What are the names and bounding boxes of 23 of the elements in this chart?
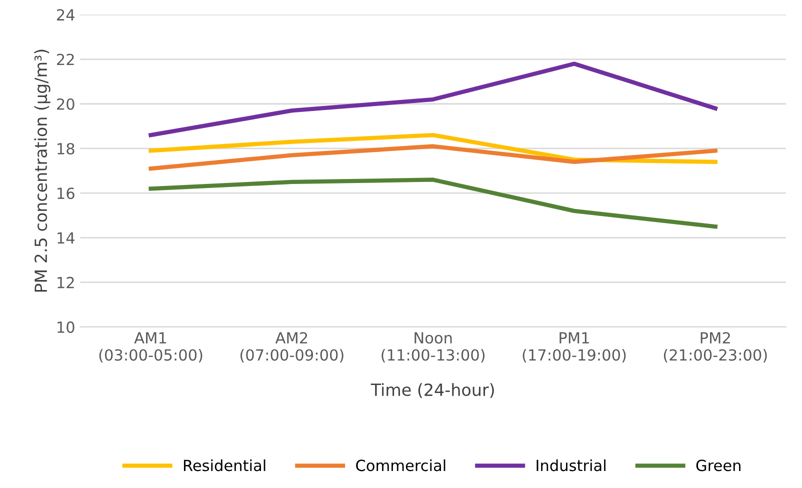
y-tick-label: 10 <box>58 321 74 333</box>
x-tick-label: AM2 (07:00-09:00) <box>240 332 344 363</box>
line-series <box>148 144 718 171</box>
x-tick-label: PM2 (21:00-23:00) <box>664 332 767 363</box>
line-series <box>148 178 718 229</box>
y-tick-label: 20 <box>57 98 74 110</box>
y-tick-label: 14 <box>58 232 74 244</box>
y-tick-label: 24 <box>57 9 74 20</box>
legend-label: Residential <box>184 459 266 472</box>
y-axis-title: PM 2.5 concentration (μg/m³) <box>34 50 50 292</box>
x-tick-label: AM1 (03:00-05:00) <box>99 332 202 363</box>
y-tick-label: 12 <box>58 276 74 288</box>
legend-label: Green <box>696 460 740 472</box>
y-tick-label: 16 <box>58 188 74 200</box>
x-tick-label: PM1 (17:00-19:00) <box>522 332 626 363</box>
legend-label: Industrial <box>536 459 606 472</box>
x-axis-title: Time (24-hour) <box>370 383 494 398</box>
y-tick-label: 22 <box>57 54 74 66</box>
x-tick-label: Noon (11:00-13:00) <box>382 332 485 363</box>
line-series <box>148 133 718 164</box>
legend-label: Commercial <box>356 459 446 472</box>
line-series <box>148 62 718 138</box>
y-tick-label: 18 <box>58 142 74 155</box>
